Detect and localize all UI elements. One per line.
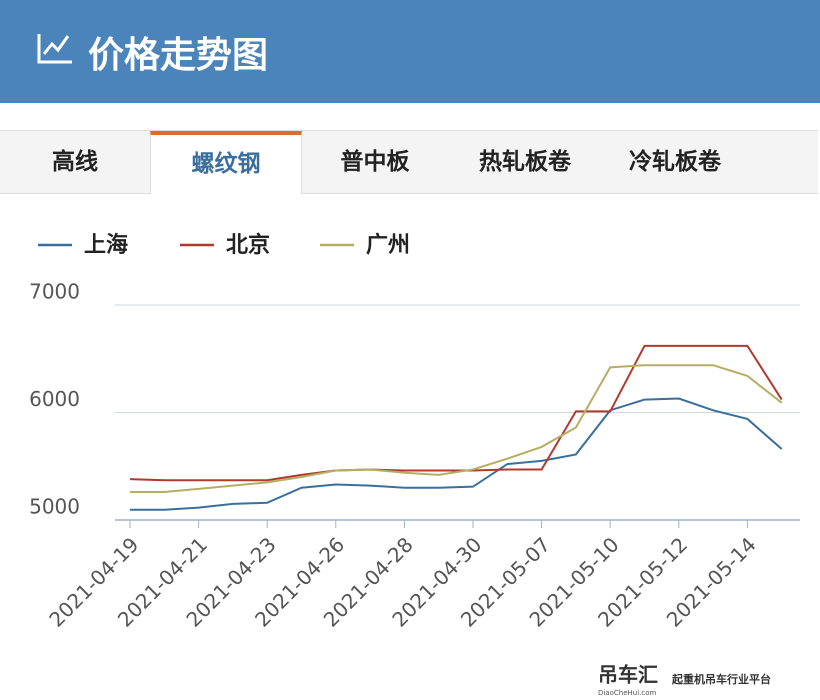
chart-icon xyxy=(37,34,72,64)
tab[interactable]: 热轧板卷 xyxy=(479,149,571,175)
y-tick-label: 5000 xyxy=(29,495,80,519)
y-tick-label: 7000 xyxy=(29,280,80,304)
series-line xyxy=(130,364,783,494)
legend-label: 广州 xyxy=(366,232,410,258)
tab[interactable]: 普中板 xyxy=(340,149,410,175)
tab[interactable]: 高线 xyxy=(52,149,98,175)
watermark-brand: 吊车汇 xyxy=(598,663,658,687)
legend-label: 北京 xyxy=(226,232,270,258)
legend-label: 上海 xyxy=(84,232,128,258)
tab[interactable]: 冷轧板卷 xyxy=(629,149,721,175)
watermark-site: DiaoCheHui.com xyxy=(598,689,657,697)
tab-bar: 高线 螺纹钢 普中板 热轧板卷 冷轧板卷 xyxy=(0,130,818,194)
series-line xyxy=(129,344,783,482)
tab[interactable]: 螺纹钢 xyxy=(150,131,302,194)
watermark-slogan: 起重机吊车行业平台 xyxy=(671,672,771,686)
y-tick-label: 6000 xyxy=(29,387,80,411)
header: 价格走势图 xyxy=(0,0,820,103)
header-title: 价格走势图 xyxy=(88,35,269,76)
series-line xyxy=(130,397,783,511)
